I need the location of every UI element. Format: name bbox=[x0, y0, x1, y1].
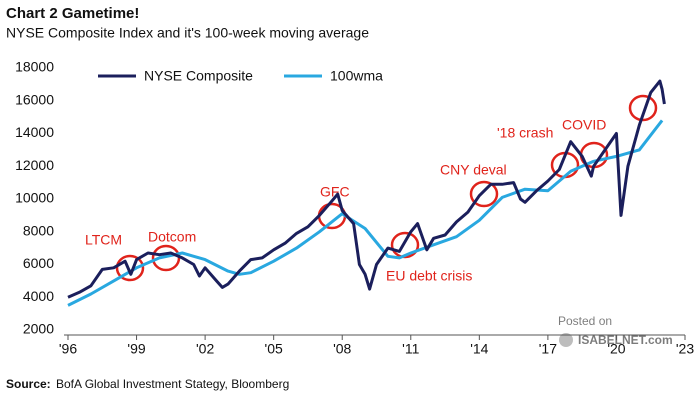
annotation-label: EU debt crisis bbox=[386, 268, 472, 284]
x-tick-label: '20 bbox=[607, 341, 625, 357]
source-label: Source: bbox=[6, 377, 51, 391]
annotation-label: Dotcom bbox=[148, 229, 196, 245]
x-tick-label: '08 bbox=[333, 341, 351, 357]
y-tick-label: 8000 bbox=[23, 222, 54, 238]
source-text: BofA Global Investment Stategy, Bloomber… bbox=[56, 377, 289, 391]
highlight-circle bbox=[628, 94, 658, 122]
legend-label: 100wma bbox=[330, 68, 383, 84]
watermark-top: Posted on bbox=[558, 314, 612, 328]
x-tick-label: '99 bbox=[127, 341, 145, 357]
annotation-label: '18 crash bbox=[497, 125, 553, 141]
watermark-site: ISABELNET.com bbox=[578, 333, 673, 347]
chart-title: Chart 2 Gametime! bbox=[6, 5, 139, 22]
x-tick-label: '11 bbox=[402, 341, 419, 357]
annotation-label: COVID bbox=[562, 117, 606, 133]
annotation-label: LTCM bbox=[85, 232, 122, 248]
x-tick-label: '14 bbox=[470, 341, 488, 357]
y-tick-label: 16000 bbox=[15, 91, 54, 107]
highlight-circle bbox=[469, 180, 499, 208]
legend-label: NYSE Composite bbox=[144, 68, 253, 84]
highlight-circle bbox=[115, 254, 145, 282]
x-tick-label: '05 bbox=[265, 341, 283, 357]
y-tick-label: 4000 bbox=[23, 288, 54, 304]
series-line bbox=[67, 79, 666, 299]
annotation-label: CNY deval bbox=[440, 162, 507, 178]
x-tick-label: '23 bbox=[676, 341, 694, 357]
y-tick-label: 14000 bbox=[15, 124, 54, 140]
y-tick-label: 18000 bbox=[15, 59, 54, 75]
y-tick-label: 2000 bbox=[23, 321, 54, 337]
x-tick-label: '02 bbox=[196, 341, 214, 357]
y-tick-label: 12000 bbox=[15, 157, 54, 173]
annotation-label: GFC bbox=[320, 184, 350, 200]
chart-subtitle: NYSE Composite Index and it's 100-week m… bbox=[6, 25, 369, 41]
watermark-icon bbox=[559, 333, 573, 347]
x-tick-label: '17 bbox=[539, 341, 557, 357]
y-tick-label: 10000 bbox=[15, 190, 54, 206]
watermark: Posted on ISABELNET.com bbox=[558, 314, 673, 347]
x-tick-label: '96 bbox=[59, 341, 77, 357]
y-tick-label: 6000 bbox=[23, 255, 54, 271]
